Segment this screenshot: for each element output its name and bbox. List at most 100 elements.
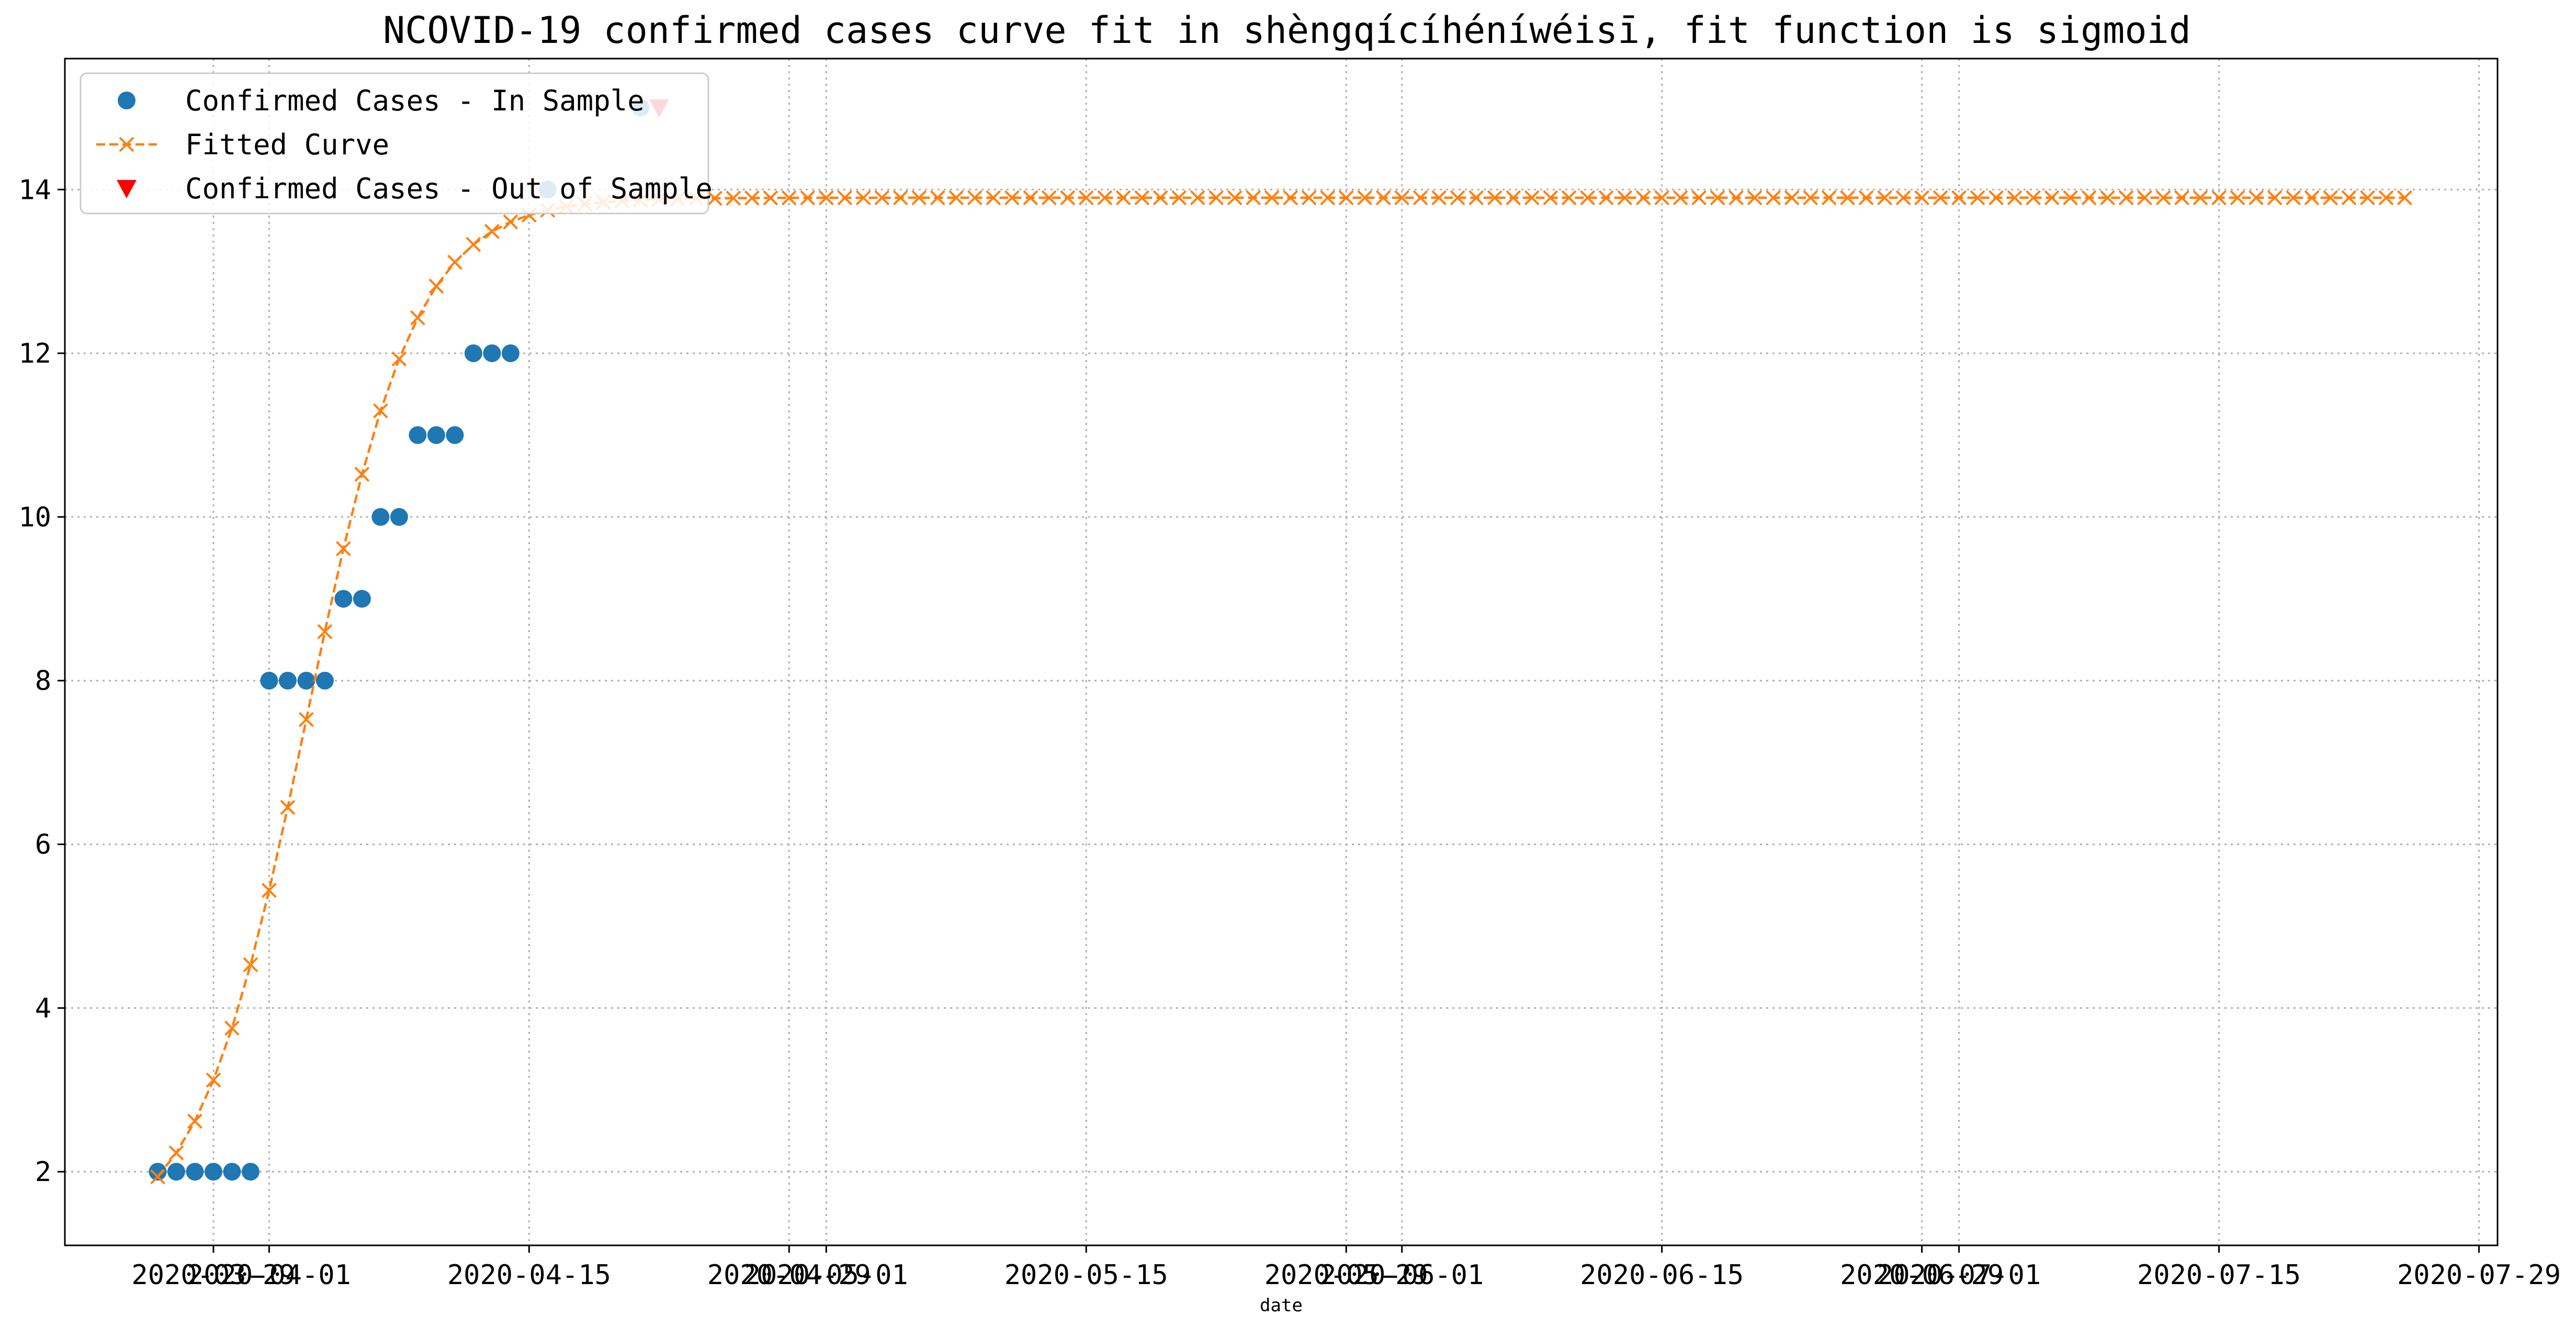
fitted-point: [1728, 190, 1744, 206]
data-point: [260, 671, 278, 690]
fitted-point: [1858, 190, 1874, 206]
fitted-point: [224, 1020, 240, 1036]
fitted-point: [2007, 190, 2023, 206]
fitted-point: [1840, 190, 1856, 206]
fitted-point: [1673, 190, 1688, 206]
fitted-point: [2286, 190, 2301, 206]
fitted-point: [1115, 190, 1131, 206]
fitted-point: [967, 190, 982, 206]
fitted-point: [1450, 190, 1465, 206]
fitted-point: [2249, 190, 2264, 206]
x-tick-label: 2020-06-15: [1580, 1259, 1744, 1291]
fitted-point: [1951, 190, 1967, 206]
fitted-point: [262, 883, 277, 898]
fitted-point: [1078, 190, 1094, 206]
data-point: [204, 1163, 222, 1181]
fitted-point: [1338, 190, 1354, 206]
fitted-point: [855, 190, 871, 206]
fitted-point: [2193, 190, 2208, 206]
data-point: [390, 508, 408, 526]
fitted-point: [2081, 190, 2097, 206]
fitted-point: [2341, 190, 2357, 206]
fitted-point: [1023, 190, 1038, 206]
y-tick-label: 6: [35, 829, 51, 861]
fitted-point: [1060, 190, 1076, 206]
fitted-point: [2044, 190, 2060, 206]
data-point: [409, 426, 427, 444]
fitted-point: [1710, 190, 1725, 206]
fitted-point: [1895, 190, 1911, 206]
fitted-point: [1747, 190, 1762, 206]
x-tick-label: 2020-05-15: [1004, 1259, 1168, 1291]
data-point: [427, 426, 445, 444]
fitted-point: [503, 214, 518, 230]
fitted-point: [1598, 190, 1614, 206]
fitted-point: [206, 1072, 221, 1088]
fitted-point: [2118, 190, 2134, 206]
fitted-point: [1635, 190, 1651, 206]
fitted-point: [1803, 190, 1818, 206]
fitted-point: [1190, 190, 1205, 206]
fitted-point: [1208, 190, 1224, 206]
fitted-point: [2174, 190, 2189, 206]
fitted-point: [1227, 190, 1242, 206]
fitted-point: [2026, 190, 2041, 206]
fitted-point: [2063, 190, 2078, 206]
x-tick-label: 2020-06-29: [1840, 1259, 2004, 1291]
fitted-point: [2323, 190, 2338, 206]
fitted-point: [1301, 190, 1317, 206]
y-tick-label: 10: [18, 502, 51, 533]
data-point: [371, 508, 390, 526]
fitted-point: [986, 190, 1001, 206]
fitted-point: [1320, 190, 1336, 206]
legend-marker: [117, 179, 137, 198]
fitted-point: [354, 467, 370, 482]
data-point: [223, 1163, 241, 1181]
data-point: [446, 426, 464, 444]
fitted-point: [726, 190, 741, 206]
fitted-point: [168, 1145, 184, 1161]
fitted-point: [336, 541, 351, 556]
legend-entry: Confirmed Cases - Out of Sample: [117, 172, 713, 205]
legend-entry: Confirmed Cases - In Sample: [118, 84, 645, 117]
fitted-point: [2267, 190, 2283, 206]
fitted-point: [2378, 190, 2394, 206]
fitted-point: [2230, 190, 2245, 206]
fitted-point: [187, 1114, 202, 1129]
fitted-point: [800, 190, 816, 206]
fitted-point: [1821, 190, 1837, 206]
fitted-point: [447, 254, 462, 270]
fitted-point: [1246, 190, 1261, 206]
y-tick-label: 4: [35, 993, 51, 1024]
x-tick-label: 2020-07-01: [1877, 1259, 2041, 1291]
y-tick-label: 8: [35, 666, 51, 697]
fitted-point: [707, 190, 722, 206]
fitted-point: [874, 190, 890, 206]
data-point: [186, 1163, 204, 1181]
data-point: [501, 344, 519, 363]
fitted-point: [1264, 190, 1280, 206]
fitted-point: [892, 190, 908, 206]
x-tick-label: 2020-04-01: [187, 1259, 351, 1291]
fitted-point: [781, 190, 797, 206]
fitted-point: [930, 190, 945, 206]
fitted-point: [1506, 190, 1521, 206]
fitted-point: [391, 351, 407, 367]
y-tick-label: 14: [18, 174, 51, 206]
data-point: [149, 1163, 167, 1181]
x-tick-label: 2020-06-01: [1320, 1259, 1484, 1291]
data-point: [297, 671, 315, 690]
data-point: [483, 344, 501, 363]
fitted-point: [1654, 190, 1670, 206]
fitted-point: [1487, 190, 1502, 206]
fitted-curve-line: [156, 196, 2405, 1178]
fitted-point: [1041, 190, 1057, 206]
y-tick-label: 2: [35, 1156, 51, 1188]
fitted-point: [1877, 190, 1893, 206]
gridlines: [65, 59, 2498, 1245]
fitted-point: [1766, 190, 1781, 206]
fitted-point: [2137, 190, 2152, 206]
legend: Confirmed Cases - In Sample Fitted Curve C…: [80, 72, 713, 215]
data-point: [278, 671, 297, 690]
fitted-point: [410, 310, 425, 325]
